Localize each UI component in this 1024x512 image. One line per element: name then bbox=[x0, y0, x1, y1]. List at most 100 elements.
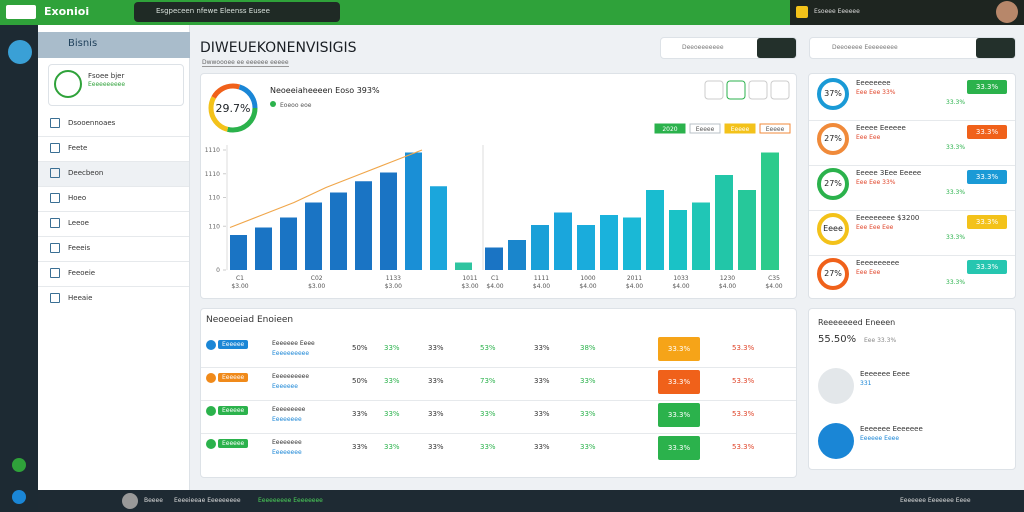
bottom-text: Eeeeeeeee Eeeeeeee bbox=[258, 497, 323, 504]
bar bbox=[761, 152, 779, 270]
row-value: 33% bbox=[428, 410, 444, 418]
menu-highlight bbox=[38, 162, 189, 186]
row-last: 53.3% bbox=[732, 443, 755, 451]
x-tick-label: 1111 bbox=[534, 275, 549, 282]
menu-divider bbox=[38, 286, 189, 287]
row-value: 33% bbox=[428, 377, 444, 385]
tool-button[interactable] bbox=[726, 80, 746, 100]
card-title: Eeeeeee Eeee bbox=[860, 370, 910, 378]
menu-item[interactable]: Feeeis bbox=[68, 244, 91, 252]
row-sub: Eeeeeeee bbox=[272, 449, 302, 456]
bottom-avatar bbox=[122, 493, 138, 509]
search-button[interactable] bbox=[757, 38, 796, 58]
sidebar-title: Bisnis bbox=[68, 38, 98, 49]
row-icon bbox=[206, 406, 216, 416]
rail-icon[interactable] bbox=[12, 458, 26, 472]
row-last: 53.3% bbox=[732, 410, 755, 418]
legend-chip bbox=[654, 123, 686, 134]
x-tick-sublabel: $3.00 bbox=[231, 283, 248, 290]
row-last: 53.3% bbox=[732, 377, 755, 385]
y-tick-label: 0 bbox=[216, 267, 220, 274]
x-tick-sublabel: $4.00 bbox=[765, 283, 782, 290]
notice: Esoeee Eeeeee bbox=[814, 8, 860, 15]
tool-button[interactable] bbox=[748, 80, 768, 100]
menu-divider bbox=[38, 261, 189, 262]
y-tick-label: 110 bbox=[209, 223, 221, 230]
menu-icon bbox=[50, 143, 60, 153]
panel-card-note: Eee 33.3% bbox=[864, 337, 897, 344]
row-value: 33% bbox=[534, 344, 550, 352]
row-icon bbox=[206, 340, 216, 350]
bottom-text: Beeee bbox=[144, 497, 163, 504]
row-value: 33% bbox=[534, 377, 550, 385]
row-divider bbox=[201, 433, 796, 434]
rail-avatar[interactable] bbox=[8, 40, 32, 64]
row-last: 53.3% bbox=[732, 344, 755, 352]
bar bbox=[230, 235, 247, 270]
item-foot: 33.3% bbox=[946, 99, 966, 106]
row-value: 33% bbox=[580, 410, 596, 418]
row-tag: Eeeeee bbox=[218, 340, 249, 349]
donut-ring bbox=[208, 83, 258, 133]
bar bbox=[305, 202, 322, 270]
rail-icon[interactable] bbox=[12, 490, 26, 504]
bar bbox=[531, 225, 549, 270]
search-bar[interactable] bbox=[134, 2, 340, 22]
menu-item[interactable]: Hoeo bbox=[68, 194, 87, 202]
bar bbox=[669, 210, 687, 270]
menu-item[interactable]: Leeoe bbox=[68, 219, 89, 227]
profile-name: Fsoee bjer bbox=[88, 72, 125, 80]
item-ring: 27% bbox=[817, 258, 849, 290]
row-value: 50% bbox=[352, 377, 368, 385]
page-subtitle: Dwwoooee ee eeeeee eeeee bbox=[202, 59, 289, 67]
row-name: Eeeeeee Eeee bbox=[272, 340, 315, 347]
item-divider bbox=[809, 210, 1015, 211]
menu-divider bbox=[38, 186, 189, 187]
bar bbox=[623, 217, 641, 270]
row-box: 33.3% bbox=[658, 403, 700, 427]
x-tick-sublabel: $4.00 bbox=[486, 283, 503, 290]
item-badge: 33.3% bbox=[967, 170, 1007, 184]
tool-button[interactable] bbox=[770, 80, 790, 100]
bar bbox=[577, 225, 595, 270]
tool-button[interactable] bbox=[704, 80, 724, 100]
search-text: Esgpeceen nfewe Eleenss Eusee bbox=[156, 7, 270, 15]
row-value: 33% bbox=[580, 443, 596, 451]
x-tick-sublabel: $3.00 bbox=[461, 283, 478, 290]
item-ring: 27% bbox=[817, 123, 849, 155]
menu-item[interactable]: Dsooennoaes bbox=[68, 119, 116, 127]
bar bbox=[600, 215, 618, 270]
item-foot: 33.3% bbox=[946, 189, 966, 196]
row-tag: Eeeeee bbox=[218, 406, 249, 415]
bar bbox=[405, 152, 422, 270]
search-button[interactable] bbox=[976, 38, 1015, 58]
x-tick-sublabel: $4.00 bbox=[533, 283, 550, 290]
x-tick-label: 2011 bbox=[627, 275, 642, 282]
menu-item[interactable]: Feete bbox=[68, 144, 88, 152]
table-title: Neoeoeiad Enoieen bbox=[206, 315, 294, 325]
row-sub: Eeeeeee bbox=[272, 383, 298, 390]
search-box[interactable] bbox=[809, 37, 1016, 59]
row-value: 33% bbox=[480, 443, 496, 451]
item-sub: Eee Eee 33% bbox=[856, 89, 896, 96]
bar bbox=[380, 172, 397, 270]
menu-item[interactable]: Deecbeon bbox=[68, 169, 104, 177]
item-title: Eeeeeeeeee bbox=[856, 259, 900, 267]
menu-item[interactable]: Heeaie bbox=[68, 294, 93, 302]
row-divider bbox=[201, 367, 796, 368]
status-dot bbox=[270, 101, 276, 107]
x-tick-sublabel: $3.00 bbox=[385, 283, 402, 290]
x-tick-label: C02 bbox=[311, 275, 323, 282]
menu-icon bbox=[50, 118, 60, 128]
row-sub: Eeeeeeeeee bbox=[272, 350, 310, 357]
x-tick-label: 1133 bbox=[386, 275, 401, 282]
y-tick-label: 1110 bbox=[205, 147, 220, 154]
item-divider bbox=[809, 120, 1015, 121]
y-tick-label: 110 bbox=[209, 195, 221, 202]
avatar[interactable] bbox=[996, 1, 1018, 23]
item-foot: 33.3% bbox=[946, 279, 966, 286]
panel-card-value: 55.50% bbox=[818, 334, 857, 345]
x-tick-label: 1011 bbox=[462, 275, 477, 282]
menu-item[interactable]: Feeoeie bbox=[68, 269, 96, 277]
